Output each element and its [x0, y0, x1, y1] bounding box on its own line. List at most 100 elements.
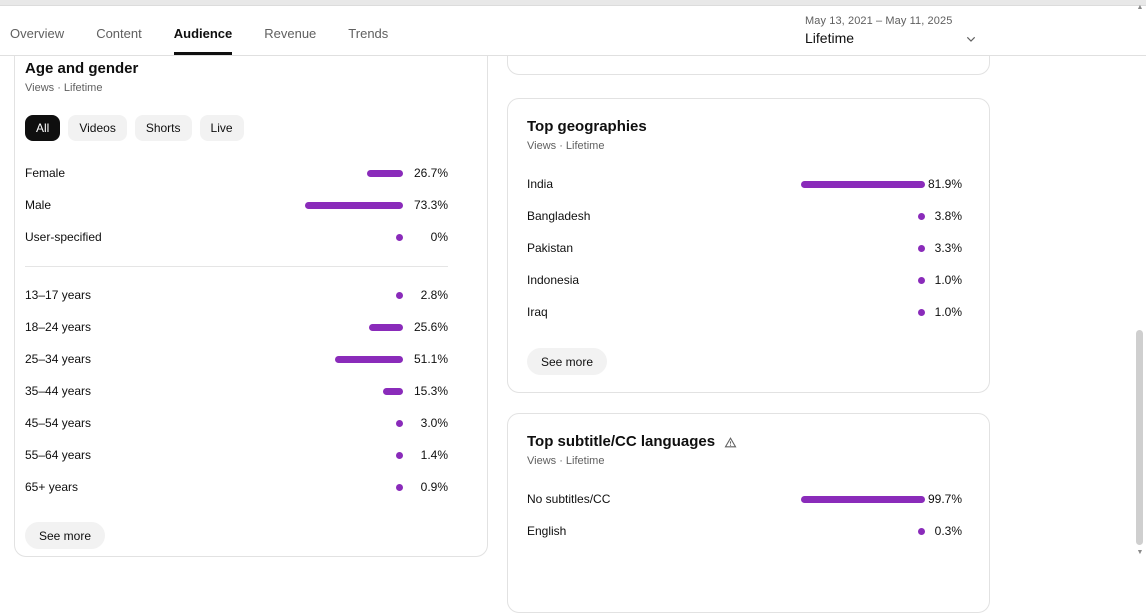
value-bar: [396, 419, 403, 427]
row-value: 81.9%: [927, 177, 962, 191]
row-label: English: [527, 524, 567, 538]
stat-row: Pakistan 3.3%: [527, 232, 962, 264]
row-value: 73.3%: [413, 198, 448, 212]
stat-row: No subtitles/CC 99.7%: [527, 483, 962, 515]
row-value: 3.3%: [934, 241, 962, 255]
geography-bars: India 81.9% Bangladesh 3.8% Pakistan 3.3% Indo…: [527, 168, 962, 328]
stat-row: Bangladesh 3.8%: [527, 200, 962, 232]
value-bar: [334, 355, 403, 363]
row-label: 35–44 years: [25, 384, 92, 398]
analytics-tabs: Overview Content Audience Revenue Trends: [10, 6, 388, 55]
row-label: Male: [25, 198, 52, 212]
row-label: 45–54 years: [25, 416, 92, 430]
value-bar: [396, 233, 403, 241]
value-bar: [396, 291, 403, 299]
row-value: 0%: [430, 230, 448, 244]
stat-row: 13–17 years 2.8%: [25, 279, 448, 311]
chevron-down-icon[interactable]: [963, 31, 979, 47]
card-subtitle: Views · Lifetime: [527, 140, 605, 152]
scrollbar-down-arrow-icon[interactable]: ▼: [1136, 549, 1144, 556]
value-bar: [382, 387, 403, 395]
bar-track: [801, 495, 925, 503]
row-value: 1.0%: [934, 273, 962, 287]
stat-row: 18–24 years 25.6%: [25, 311, 448, 343]
section-divider: [25, 266, 448, 267]
page-scrollbar: ▲ ▼: [1134, 0, 1146, 560]
row-label: 55–64 years: [25, 448, 92, 462]
date-preset-label: Lifetime: [805, 30, 855, 46]
age-and-gender-card: Age and gender Views · Lifetime All Vide…: [14, 55, 488, 557]
bar-track: [801, 212, 925, 220]
row-label: 25–34 years: [25, 352, 92, 366]
value-bar: [367, 169, 403, 177]
bar-track: [305, 233, 403, 241]
analytics-header: Overview Content Audience Revenue Trends…: [0, 6, 1146, 56]
stat-row: Indonesia 1.0%: [527, 264, 962, 296]
bar-track: [305, 355, 403, 363]
bar-track: [305, 483, 403, 491]
card-subtitle: Views · Lifetime: [25, 82, 103, 94]
tab-content[interactable]: Content: [96, 26, 142, 41]
row-label: 18–24 years: [25, 320, 92, 334]
stat-row: Male 73.3%: [25, 189, 448, 221]
row-value: 99.7%: [927, 492, 962, 506]
row-value: 25.6%: [413, 320, 448, 334]
date-range-picker[interactable]: May 13, 2021 – May 11, 2025 Lifetime: [805, 15, 987, 53]
card-title: Top subtitle/CC languages: [527, 433, 716, 450]
row-label: User-specified: [25, 230, 102, 244]
card-title: Age and gender: [25, 60, 139, 77]
content-type-filter: All Videos Shorts Live: [25, 115, 448, 141]
row-label: Iraq: [527, 305, 548, 319]
subtitle-language-bars: No subtitles/CC 99.7% English 0.3%: [527, 483, 962, 547]
stat-row: 35–44 years 15.3%: [25, 375, 448, 407]
see-more-button[interactable]: See more: [527, 348, 608, 375]
tab-revenue[interactable]: Revenue: [264, 26, 317, 41]
top-chrome-strip: [0, 0, 1146, 6]
warning-triangle-icon: [724, 436, 737, 449]
bar-track: [305, 419, 403, 427]
row-label: India: [527, 177, 554, 191]
row-label: 13–17 years: [25, 288, 92, 302]
card-subtitle: Views · Lifetime: [527, 455, 605, 467]
gender-bars: Female 26.7% Male 73.3% User-specified 0%: [25, 157, 448, 253]
tab-trends[interactable]: Trends: [348, 26, 389, 41]
row-value: 26.7%: [413, 166, 448, 180]
row-value: 0.3%: [934, 524, 962, 538]
bar-track: [305, 323, 403, 331]
bar-track: [305, 291, 403, 299]
bar-track: [801, 244, 925, 252]
row-label: 65+ years: [25, 480, 79, 494]
row-value: 3.8%: [934, 209, 962, 223]
tab-overview[interactable]: Overview: [10, 26, 65, 41]
see-more-button[interactable]: See more: [25, 522, 106, 549]
filter-chip-videos[interactable]: Videos: [68, 115, 127, 141]
age-bars: 13–17 years 2.8% 18–24 years 25.6% 25–34 yea…: [25, 279, 448, 503]
filter-chip-live[interactable]: Live: [199, 115, 244, 141]
value-bar: [801, 495, 925, 503]
scrollbar-thumb[interactable]: [1136, 330, 1143, 545]
tab-audience[interactable]: Audience: [173, 6, 232, 55]
row-value: 3.0%: [420, 416, 448, 430]
bar-track: [305, 201, 403, 209]
bar-track: [801, 527, 925, 535]
value-bar: [918, 308, 925, 316]
value-bar: [918, 244, 925, 252]
bar-track: [305, 451, 403, 459]
stat-row: 55–64 years 1.4%: [25, 439, 448, 471]
stat-row: India 81.9%: [527, 168, 962, 200]
bar-track: [801, 308, 925, 316]
value-bar: [396, 483, 403, 491]
filter-chip-shorts[interactable]: Shorts: [134, 115, 192, 141]
scrollbar-up-arrow-icon[interactable]: ▲: [1136, 4, 1144, 11]
stat-row: 65+ years 0.9%: [25, 471, 448, 503]
row-label: No subtitles/CC: [527, 492, 611, 506]
value-bar: [396, 451, 403, 459]
row-label: Indonesia: [527, 273, 580, 287]
top-subtitle-languages-card: Top subtitle/CC languages Views · Lifeti…: [507, 413, 990, 613]
filter-chip-all[interactable]: All: [25, 115, 61, 141]
bar-track: [801, 276, 925, 284]
value-bar: [801, 180, 925, 188]
value-bar: [918, 276, 925, 284]
row-label: Pakistan: [527, 241, 574, 255]
stat-row: User-specified 0%: [25, 221, 448, 253]
